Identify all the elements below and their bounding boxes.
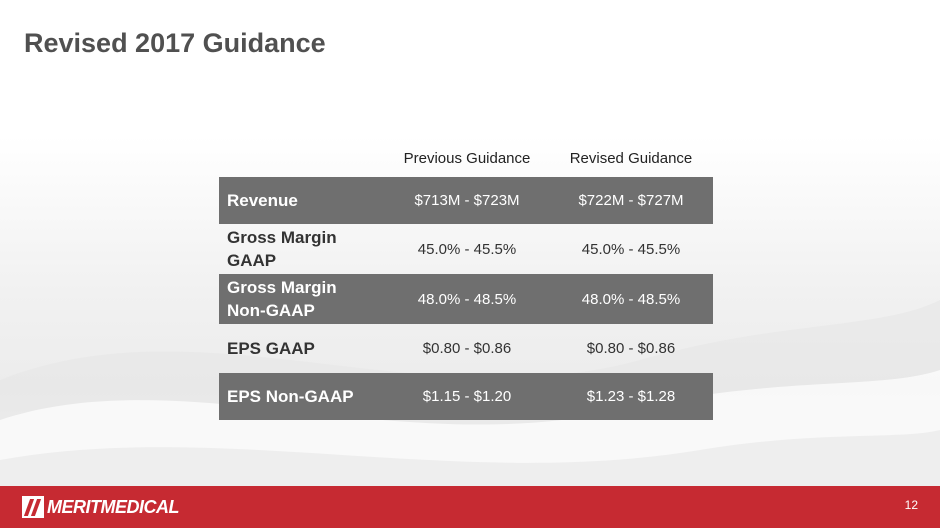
row-label: Revenue: [227, 191, 298, 210]
row-label-line2: Non-GAAP: [227, 301, 315, 320]
footer-bar: MERITMEDICAL 12: [0, 486, 940, 528]
row-label-line1: Gross Margin: [227, 228, 337, 247]
revised-value: $722M - $727M: [578, 192, 684, 209]
row-label: Gross Margin GAAP: [219, 226, 385, 272]
previous-value: 45.0% - 45.5%: [417, 240, 517, 258]
page-number: 12: [904, 498, 918, 512]
logo-mark-icon: [22, 496, 44, 518]
revised-value: 48.0% - 48.5%: [581, 290, 681, 308]
previous-value: $0.80 - $0.86: [422, 340, 512, 357]
previous-value: 48.0% - 48.5%: [417, 290, 517, 308]
table-header-row: Previous Guidance Revised Guidance: [219, 140, 713, 177]
table-row-gross-margin-non-gaap: Gross Margin Non-GAAP 48.0% - 48.5% 48.0…: [219, 274, 713, 324]
table-row-revenue: Revenue $713M - $723M $722M - $727M: [219, 177, 713, 224]
table-row-eps-gaap: EPS GAAP $0.80 - $0.86 $0.80 - $0.86: [219, 324, 713, 373]
merit-medical-logo: MERITMEDICAL: [22, 496, 180, 518]
table-row-gross-margin-gaap: Gross Margin GAAP 45.0% - 45.5% 45.0% - …: [219, 224, 713, 274]
header-revised-guidance: Revised Guidance: [569, 150, 693, 167]
row-label: EPS GAAP: [227, 339, 315, 358]
revised-value: $0.80 - $0.86: [586, 340, 676, 357]
logo-text: MERITMEDICAL: [47, 496, 180, 517]
guidance-table: Previous Guidance Revised Guidance Reven…: [219, 140, 713, 420]
previous-value: $1.15 - $1.20: [422, 388, 512, 405]
header-previous-guidance: Previous Guidance: [403, 150, 531, 167]
revised-value: 45.0% - 45.5%: [581, 240, 681, 258]
previous-value: $713M - $723M: [414, 192, 520, 209]
row-label-line1: Gross Margin: [227, 278, 337, 297]
row-label: EPS Non-GAAP: [227, 387, 354, 406]
table-row-eps-non-gaap: EPS Non-GAAP $1.15 - $1.20 $1.23 - $1.28: [219, 373, 713, 420]
row-label-line2: GAAP: [227, 251, 277, 270]
revised-value: $1.23 - $1.28: [586, 388, 676, 405]
row-label: Gross Margin Non-GAAP: [219, 276, 385, 322]
slide-title: Revised 2017 Guidance: [24, 28, 326, 58]
